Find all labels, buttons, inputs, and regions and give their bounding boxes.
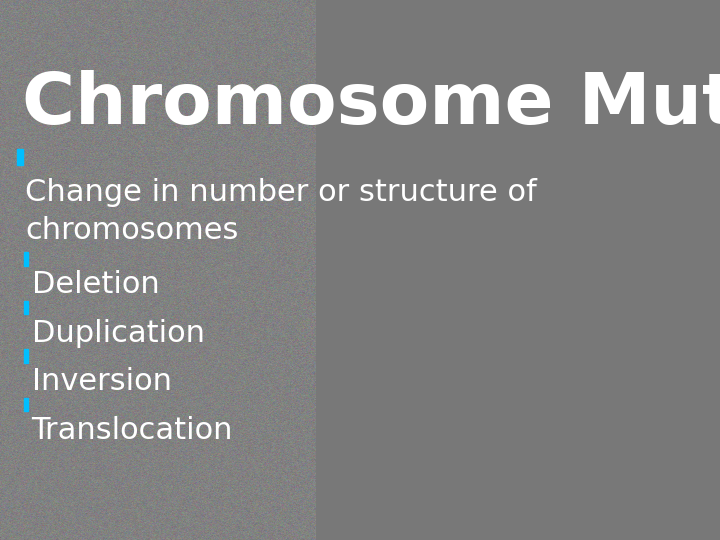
Bar bbox=[24, 252, 28, 266]
Text: Change in number or structure of
chromosomes: Change in number or structure of chromos… bbox=[25, 178, 537, 245]
Text: Inversion: Inversion bbox=[32, 367, 171, 396]
Text: Deletion: Deletion bbox=[32, 270, 159, 299]
Bar bbox=[24, 398, 28, 411]
Text: Duplication: Duplication bbox=[32, 319, 204, 348]
Bar bbox=[24, 301, 28, 314]
Bar bbox=[17, 148, 23, 165]
Text: Chromosome Mutation: Chromosome Mutation bbox=[22, 70, 720, 139]
Text: Translocation: Translocation bbox=[32, 416, 233, 445]
Bar bbox=[24, 349, 28, 363]
